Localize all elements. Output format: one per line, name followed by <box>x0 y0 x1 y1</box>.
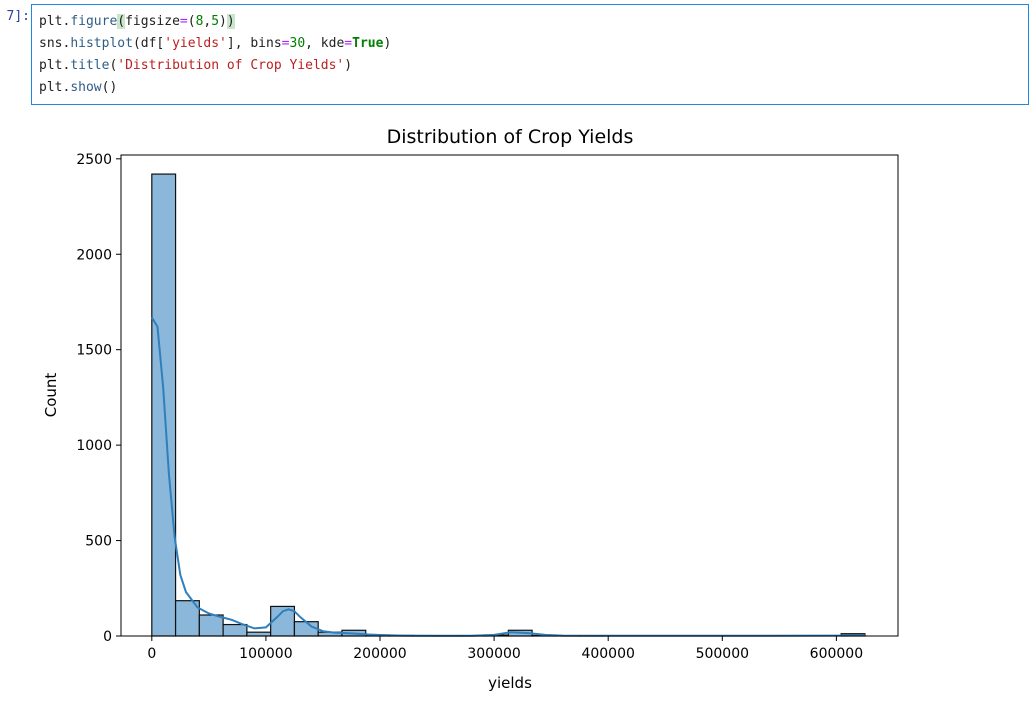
x-tick-label: 300000 <box>467 646 520 662</box>
code-token: 5 <box>211 14 220 29</box>
code-token: . <box>62 14 71 29</box>
x-tick-label: 400000 <box>581 646 634 662</box>
code-token: title <box>70 58 110 73</box>
code-token: ) <box>226 14 235 29</box>
code-token: plt <box>39 14 63 29</box>
plot-frame <box>120 154 899 637</box>
code-token: plt <box>39 58 63 73</box>
code-token: ( <box>187 14 196 29</box>
code-token: ( <box>109 58 118 73</box>
y-tick-label: 2500 <box>76 152 112 168</box>
code-token: = <box>179 14 188 29</box>
y-axis-label: Count <box>42 373 60 418</box>
kde-curve <box>150 316 865 637</box>
code-token: ) <box>344 58 353 73</box>
code-cell[interactable]: plt.figure(figsize=(8,5)) sns.histplot(df… <box>31 4 1029 105</box>
histogram-bars <box>151 173 866 637</box>
code-token: . <box>62 36 71 51</box>
code-token: True <box>352 36 384 51</box>
chart-title: Distribution of Crop Yields <box>387 126 634 148</box>
code-token: figsize <box>125 14 180 29</box>
code-token: 'yields' <box>164 36 227 51</box>
code-line: plt.title('Distribution of Crop Yields') <box>39 55 391 77</box>
code-token: () <box>101 80 118 95</box>
code-token: sns <box>39 36 63 51</box>
code-token: = <box>281 36 290 51</box>
code-token: , kde <box>305 36 345 51</box>
x-axis-ticks: 0 100000 200000 300000 400000 500000 600000 <box>147 636 863 662</box>
x-tick-label: 0 <box>147 646 156 662</box>
code-line: plt.figure(figsize=(8,5)) <box>39 11 391 33</box>
code-token: figure <box>70 14 118 29</box>
code-token: = <box>344 36 353 51</box>
histogram-bar <box>246 631 272 637</box>
code-token: . <box>62 80 71 95</box>
code-token: 'Distribution of Crop Yields' <box>117 58 345 73</box>
histogram-bar <box>222 623 248 637</box>
code-token: ], bins <box>226 36 282 51</box>
code-token: 30 <box>289 36 306 51</box>
code-token: , <box>203 14 212 29</box>
x-tick-label: 600000 <box>810 646 863 662</box>
code-token: histplot <box>70 36 133 51</box>
y-tick-label: 500 <box>85 534 112 550</box>
x-tick-label: 100000 <box>239 646 292 662</box>
histogram-bar <box>198 614 224 637</box>
histogram-chart: 0 100000 200000 300000 400000 500000 600000 0 5… <box>42 126 899 692</box>
y-tick-label: 1500 <box>76 343 112 359</box>
y-axis-ticks: 0 500 1000 1500 2000 2500 <box>76 152 121 645</box>
code-token: . <box>62 58 71 73</box>
y-tick-label: 0 <box>103 629 112 645</box>
code-token: ) <box>219 14 227 29</box>
code-token: ) <box>383 36 392 51</box>
code-line: plt.show() <box>39 77 391 99</box>
code-token: show <box>70 80 102 95</box>
code-editor[interactable]: plt.figure(figsize=(8,5)) sns.histplot(df… <box>39 11 391 99</box>
x-axis-label: yields <box>488 674 532 692</box>
y-tick-label: 1000 <box>76 438 112 454</box>
cell-prompt: 7]: <box>6 9 30 24</box>
code-token: 8 <box>195 14 204 29</box>
code-token: plt <box>39 80 63 95</box>
code-token: ( <box>117 14 126 29</box>
code-line: sns.histplot(df['yields'], bins=30, kde=… <box>39 33 391 55</box>
x-tick-label: 200000 <box>353 646 406 662</box>
code-token: (df[ <box>132 36 165 51</box>
x-tick-label: 500000 <box>696 646 749 662</box>
y-tick-label: 2000 <box>76 247 112 263</box>
